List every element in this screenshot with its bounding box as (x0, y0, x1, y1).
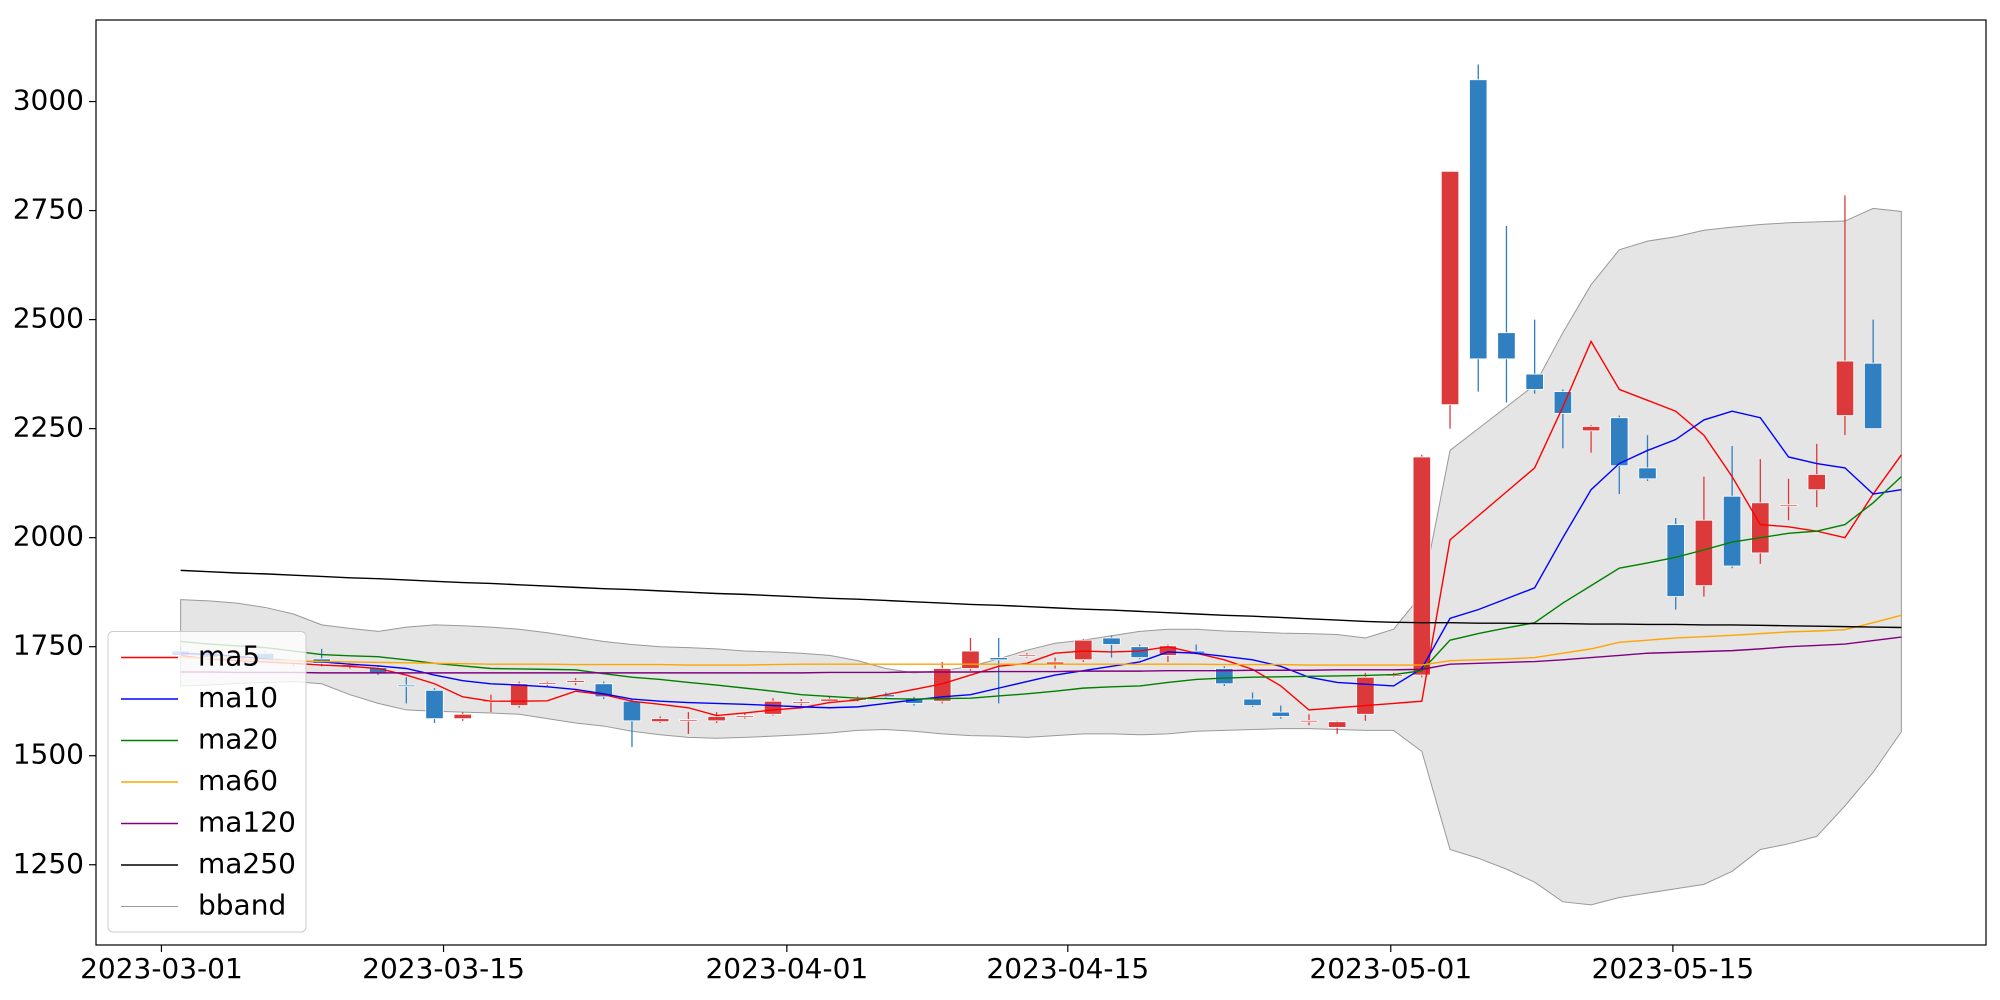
bband-area (180, 207, 1902, 906)
x-tick-label: 2023-04-15 (986, 952, 1149, 985)
candle-body (1610, 417, 1629, 467)
candle-body (1440, 170, 1460, 406)
candle-body (1525, 373, 1544, 390)
candle-body (792, 701, 811, 704)
candle-body (820, 698, 839, 702)
ma-line (180, 339, 1902, 717)
candle-body (425, 689, 444, 720)
legend-label: ma250 (198, 847, 296, 880)
y-tick-label: 1250 (13, 847, 84, 880)
legend-label: ma120 (198, 806, 296, 839)
candle-body (989, 657, 1008, 661)
candle-body (1864, 362, 1883, 430)
y-tick-label: 3000 (13, 84, 84, 117)
x-tick-label: 2023-05-01 (1309, 952, 1472, 985)
legend-label: ma10 (198, 681, 278, 714)
candle-body (1497, 332, 1516, 360)
candle-body (1807, 474, 1826, 491)
legend-label: bband (198, 889, 286, 922)
candle-body (1722, 495, 1742, 567)
candle-body (651, 718, 670, 723)
candle-body (707, 716, 726, 722)
candle-body (1751, 502, 1770, 554)
y-tick-label: 2000 (13, 520, 84, 553)
candle-body (1328, 721, 1347, 728)
candle-body (1553, 391, 1573, 414)
candle-body (763, 700, 783, 715)
candle-body (1638, 467, 1657, 480)
candle-body (397, 684, 416, 687)
candle-body (1074, 639, 1093, 661)
legend: ma5 ma10 ma20 ma60 ma120 ma250 bband (107, 631, 307, 933)
candle-body (509, 683, 529, 706)
plot-area (171, 64, 1902, 906)
y-tick-label: 2500 (13, 302, 84, 335)
candle-body (1469, 79, 1488, 360)
candle-body (1666, 524, 1685, 597)
candle-body (679, 719, 698, 722)
candle-body (1017, 654, 1037, 657)
candle-body (1412, 456, 1431, 676)
y-tick-label: 1500 (13, 738, 84, 771)
legend-box (107, 631, 307, 933)
candle-body (1102, 637, 1121, 645)
y-tick-label: 1750 (13, 629, 84, 662)
candle-body (1835, 360, 1855, 416)
candle-body (622, 700, 642, 722)
x-tick-label: 2023-04-01 (705, 952, 868, 985)
ma-line (180, 476, 1902, 700)
candle-body (566, 680, 585, 683)
ma-line (180, 410, 1902, 709)
candle-body (735, 715, 754, 718)
legend-label: ma20 (198, 723, 278, 756)
candle-body (538, 682, 557, 685)
ma-line (180, 636, 1902, 674)
axes-frame (95, 19, 1987, 946)
candle-body (1271, 711, 1290, 717)
x-tick-label: 2023-05-15 (1592, 952, 1755, 985)
candle-body (453, 713, 472, 720)
y-tick-label: 2250 (13, 411, 84, 444)
candle-body (1581, 426, 1601, 432)
candle-body (1299, 720, 1319, 723)
candle-body (961, 650, 980, 669)
candle-body (1356, 676, 1375, 715)
candle-body (1243, 698, 1262, 706)
candle-body (1215, 668, 1234, 685)
candle-body (1779, 504, 1798, 507)
ma-line (180, 614, 1902, 666)
candle-body (1694, 519, 1714, 587)
y-tick-label: 2750 (13, 193, 84, 226)
ma-line (180, 569, 1902, 629)
x-tick-label: 2023-03-01 (80, 952, 243, 985)
x-tick-label: 2023-03-15 (362, 952, 525, 985)
legend-label: ma60 (198, 764, 278, 797)
candle-body (1130, 646, 1149, 659)
legend-label: ma5 (198, 640, 260, 673)
candle-body (1158, 645, 1178, 656)
